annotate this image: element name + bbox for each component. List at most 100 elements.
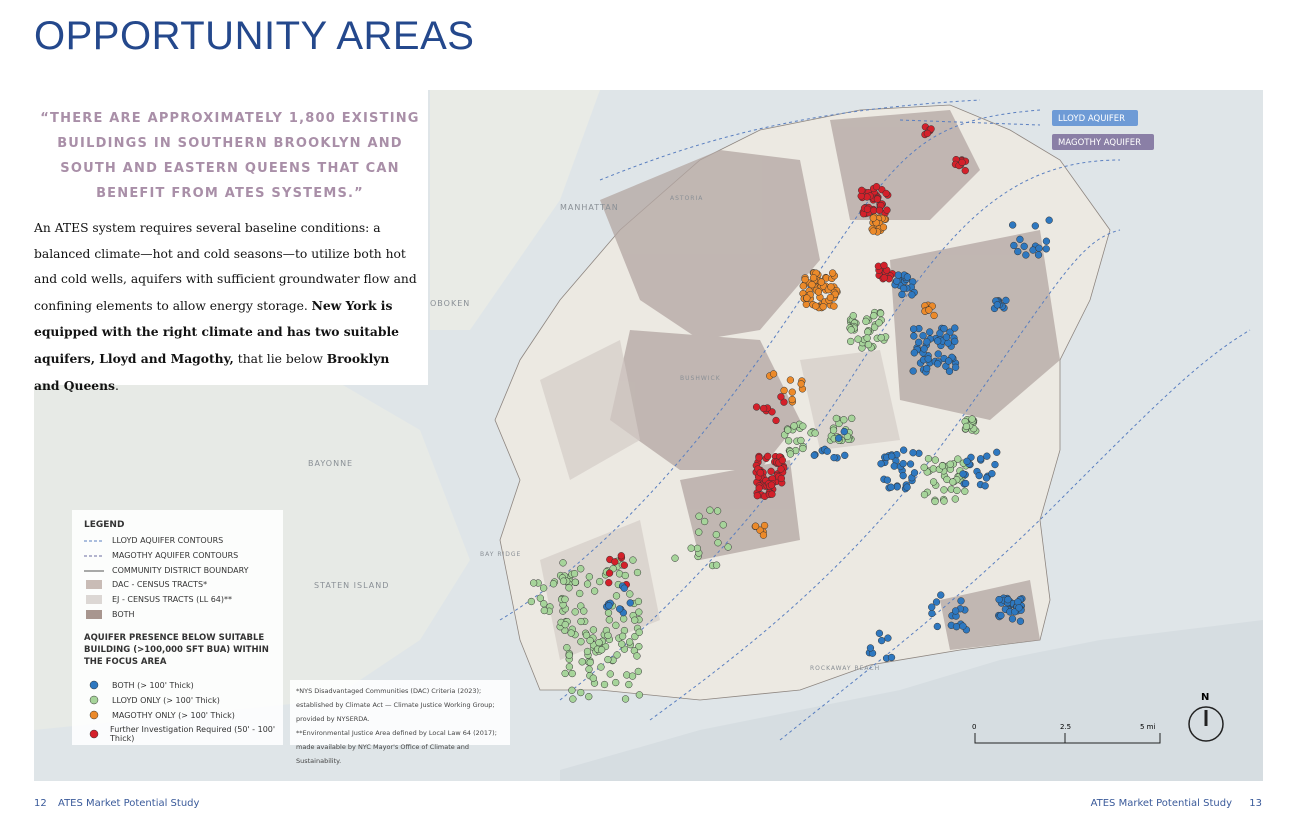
building-dot	[835, 434, 843, 442]
building-dot	[929, 478, 938, 486]
building-dot	[565, 663, 574, 671]
building-dot	[700, 517, 709, 526]
building-dot	[799, 282, 807, 290]
building-dot	[706, 506, 714, 514]
callout-box	[1052, 110, 1138, 126]
building-dot	[634, 597, 643, 606]
building-dot	[827, 283, 835, 291]
legend-label: Further Investigation Required (50' - 10…	[110, 725, 276, 743]
building-dot	[618, 632, 627, 640]
building-dot	[920, 345, 928, 353]
building-dot	[957, 597, 965, 605]
building-dot	[959, 470, 967, 478]
building-dot	[612, 621, 620, 629]
building-dot	[1034, 251, 1043, 259]
legend-swatch	[86, 610, 102, 619]
building-dot	[600, 680, 609, 689]
building-dot	[870, 323, 879, 331]
body-bold: New York is equipped with the right clim…	[34, 297, 399, 366]
building-dot	[693, 544, 702, 553]
building-dot	[915, 338, 923, 346]
north-arrow	[1188, 706, 1224, 742]
building-dot	[633, 652, 641, 660]
building-dot	[687, 544, 695, 552]
building-dot	[949, 478, 957, 486]
building-dot	[629, 556, 637, 564]
building-dot	[910, 332, 918, 340]
building-dot	[604, 655, 612, 664]
building-dot	[585, 665, 593, 673]
building-dot	[797, 436, 805, 445]
building-dot	[571, 608, 579, 616]
building-dot	[910, 469, 919, 477]
building-dot	[788, 388, 796, 396]
building-dot	[981, 482, 989, 490]
building-dot	[1004, 596, 1012, 604]
legend-swatch	[84, 570, 104, 571]
building-dot	[899, 459, 907, 468]
building-dot	[954, 455, 962, 463]
building-dot	[799, 444, 807, 453]
building-dot	[712, 531, 720, 539]
pull-quote: “THERE ARE APPROXIMATELY 1,800 EXISTING …	[40, 111, 420, 201]
building-dot	[809, 274, 818, 282]
building-dot	[847, 326, 855, 334]
building-dot	[606, 670, 614, 678]
building-dot	[617, 552, 625, 560]
building-dot	[713, 507, 722, 515]
building-dot	[991, 460, 999, 469]
ocean	[560, 620, 1263, 781]
building-dot	[823, 447, 831, 455]
building-dot	[635, 628, 643, 636]
building-dot	[613, 651, 621, 659]
building-dot	[634, 667, 642, 676]
building-dot	[1022, 251, 1030, 259]
map: MANHATTAN OBOKEN BAYONNE STATEN ISLAND B…	[34, 90, 1263, 781]
building-dot	[814, 288, 823, 296]
building-dot	[882, 189, 890, 198]
place-label: MANHATTAN	[560, 203, 619, 212]
building-dot	[887, 483, 895, 491]
place-label: BAY RIDGE	[480, 551, 521, 558]
building-dot	[578, 658, 586, 666]
building-dot	[580, 607, 588, 615]
building-dot	[961, 487, 969, 495]
building-dot	[934, 337, 942, 345]
building-dot	[596, 577, 604, 586]
building-dot	[830, 302, 838, 310]
building-dot	[1016, 235, 1024, 243]
building-dot	[873, 195, 882, 203]
building-dot	[997, 611, 1005, 620]
legend-label: COMMUNITY DISTRICT BOUNDARY	[112, 566, 249, 575]
legend-item: LLOYD ONLY (> 100' Thick)	[84, 695, 220, 705]
body-text: An ATES system requires several baseline…	[34, 216, 419, 399]
place-label: OBOKEN	[430, 299, 470, 308]
building-dot	[884, 634, 892, 642]
building-dot	[869, 227, 877, 235]
legend-label: BOTH	[112, 610, 135, 619]
legend-subtitle: AQUIFER PRESENCE BELOW SUITABLE BUILDING…	[84, 633, 269, 667]
building-dot	[597, 663, 605, 671]
building-dot	[612, 592, 621, 600]
building-dot	[919, 332, 927, 340]
building-dot	[671, 554, 679, 562]
dac-tracts	[600, 110, 1060, 650]
building-dot	[995, 595, 1003, 604]
building-dot	[568, 686, 576, 694]
building-dot	[769, 370, 778, 378]
building-dot	[540, 600, 548, 608]
building-dot	[621, 571, 629, 580]
running-title: ATES Market Potential Study	[1090, 798, 1232, 809]
building-dot	[953, 486, 961, 495]
building-dot	[863, 334, 871, 342]
legend-item: DAC - CENSUS TRACTS*	[84, 580, 207, 589]
building-dot	[899, 472, 907, 480]
building-dot	[585, 573, 594, 581]
building-dot	[777, 393, 785, 401]
legend-label: DAC - CENSUS TRACTS*	[112, 580, 208, 589]
building-dot	[819, 303, 827, 311]
building-dot	[893, 483, 901, 491]
building-dot	[583, 647, 592, 656]
building-dot	[887, 653, 896, 662]
building-dot	[883, 476, 892, 484]
